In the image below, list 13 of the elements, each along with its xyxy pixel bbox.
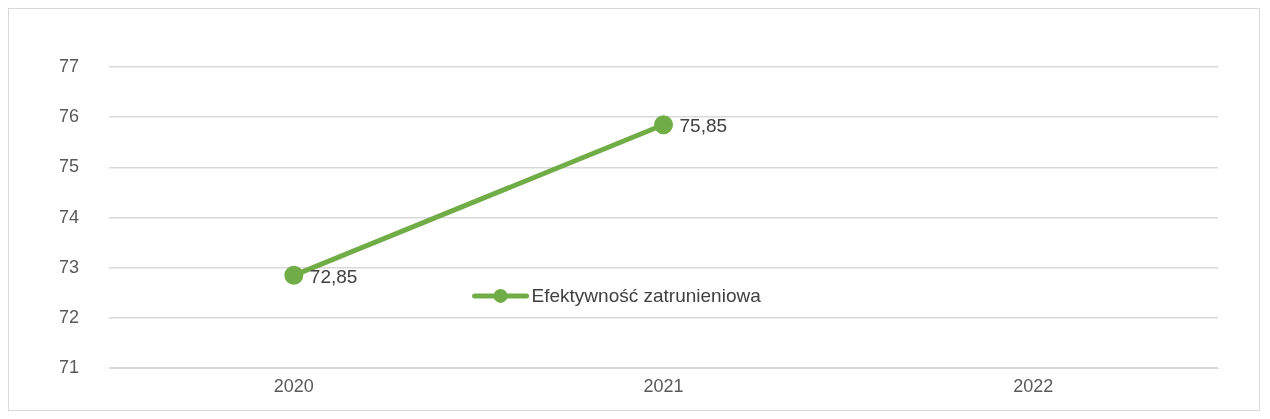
x-tick-label: 2020 — [273, 375, 314, 396]
data-label: 75,85 — [679, 114, 728, 136]
y-tick-label: 74 — [58, 206, 80, 227]
x-tick-label: 2021 — [643, 375, 684, 396]
y-tick-label: 71 — [58, 357, 80, 378]
y-tick-label: 77 — [58, 55, 80, 76]
y-tick-label: 76 — [58, 106, 80, 127]
y-tick-label: 73 — [58, 256, 80, 277]
data-label: 72,85 — [309, 265, 358, 287]
y-tick-label: 75 — [58, 156, 80, 177]
legend-label: Efektywność zatrunieniowa — [531, 285, 762, 307]
x-tick-label: 2022 — [1013, 375, 1054, 396]
y-tick-label: 72 — [58, 306, 80, 327]
